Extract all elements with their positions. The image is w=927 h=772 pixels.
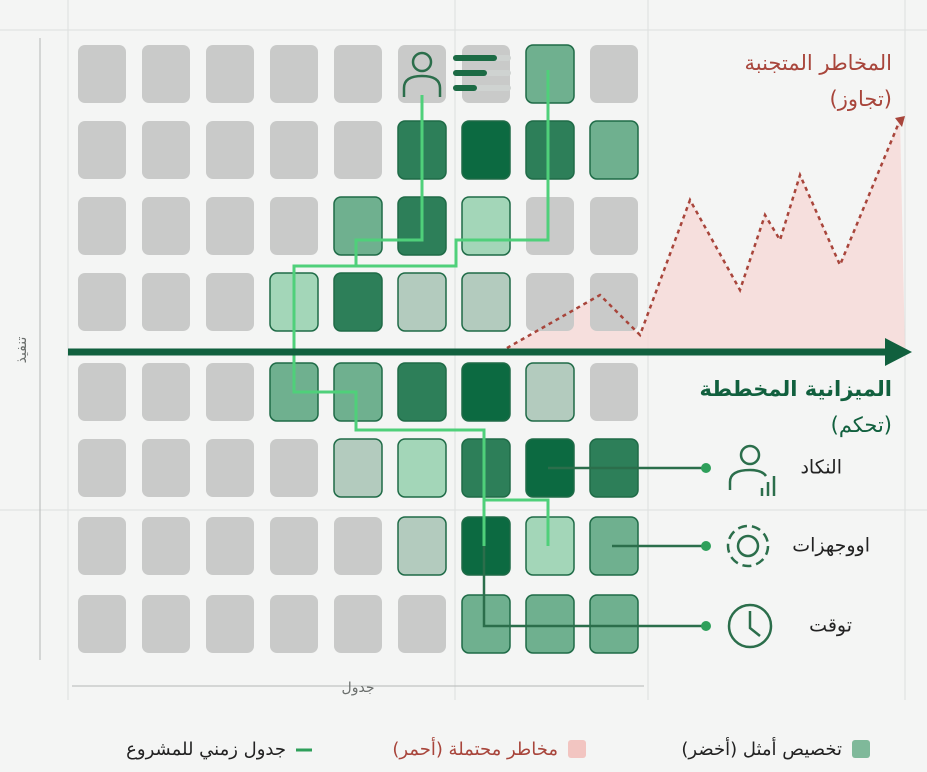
cell <box>206 439 254 497</box>
cell <box>525 44 575 104</box>
timeline-path <box>292 70 550 546</box>
legend-label: تخصيص أمثل (أخضر) <box>681 737 842 760</box>
cell <box>270 517 318 575</box>
axis-guides <box>39 38 644 687</box>
cell <box>142 363 190 421</box>
legend-swatch <box>852 740 870 758</box>
cell <box>526 197 574 255</box>
cell <box>142 197 190 255</box>
budget-arrowhead <box>885 338 912 366</box>
cell <box>525 120 575 180</box>
cell <box>525 516 575 576</box>
avoided-risks-sub: (تجاوز) <box>830 87 893 111</box>
cell <box>78 197 126 255</box>
cell <box>398 595 446 653</box>
risk-arrowhead <box>895 116 905 127</box>
cell <box>206 121 254 179</box>
cell <box>590 363 638 421</box>
cell <box>590 197 638 255</box>
legend-swatch <box>568 740 586 758</box>
resource-label: النكاد <box>800 457 842 479</box>
risk-area <box>500 120 905 352</box>
cell <box>525 594 575 654</box>
cell <box>78 363 126 421</box>
cell <box>334 121 382 179</box>
cell <box>270 595 318 653</box>
cell <box>270 197 318 255</box>
cell <box>78 517 126 575</box>
cell <box>397 362 447 422</box>
cell <box>589 594 639 654</box>
cell <box>142 595 190 653</box>
cell <box>333 438 383 498</box>
cell <box>142 45 190 103</box>
risk-line <box>499 119 902 354</box>
cell <box>78 439 126 497</box>
cell <box>78 121 126 179</box>
avoided-risks: المخاطر المتجنبة <box>744 51 892 75</box>
cell <box>397 438 447 498</box>
planned-budget-sub: (تحكم) <box>831 413 892 438</box>
cell <box>461 516 511 576</box>
bars-icon <box>453 55 511 91</box>
resource-label: اووجهزات <box>792 535 870 557</box>
cell <box>270 45 318 103</box>
cell <box>334 595 382 653</box>
cell <box>525 362 575 422</box>
cell <box>206 595 254 653</box>
cell <box>142 273 190 331</box>
resource-icons <box>726 444 776 649</box>
cell <box>334 517 382 575</box>
cell <box>206 517 254 575</box>
x-label: جدول <box>342 680 375 696</box>
cell <box>142 121 190 179</box>
y-label: تنفيذ <box>14 337 30 364</box>
cell <box>78 45 126 103</box>
cell <box>461 438 511 498</box>
planned-budget: الميزانية المخططة <box>700 377 892 401</box>
cell <box>206 273 254 331</box>
cell <box>461 196 511 256</box>
link-dots <box>701 463 711 631</box>
cell <box>397 516 447 576</box>
cell <box>78 273 126 331</box>
person-icon <box>402 51 442 97</box>
cell <box>206 45 254 103</box>
legend-label: جدول زمني للمشروع <box>126 739 286 760</box>
cell <box>461 594 511 654</box>
cell <box>333 272 383 332</box>
cell <box>142 517 190 575</box>
cell <box>461 272 511 332</box>
cell <box>590 273 638 331</box>
cell <box>333 196 383 256</box>
cell <box>397 272 447 332</box>
resource-links <box>482 466 706 628</box>
cell <box>526 273 574 331</box>
cell <box>334 45 382 103</box>
cell <box>206 197 254 255</box>
cell <box>206 363 254 421</box>
cell <box>270 121 318 179</box>
cell <box>270 439 318 497</box>
resource-label: توقت <box>809 615 852 637</box>
legend-label: مخاطر محتملة (أحمر) <box>392 737 558 760</box>
cell <box>142 439 190 497</box>
cell <box>589 120 639 180</box>
cell <box>461 362 511 422</box>
cell <box>590 45 638 103</box>
cell <box>78 595 126 653</box>
cell <box>398 45 446 103</box>
cell <box>461 120 511 180</box>
